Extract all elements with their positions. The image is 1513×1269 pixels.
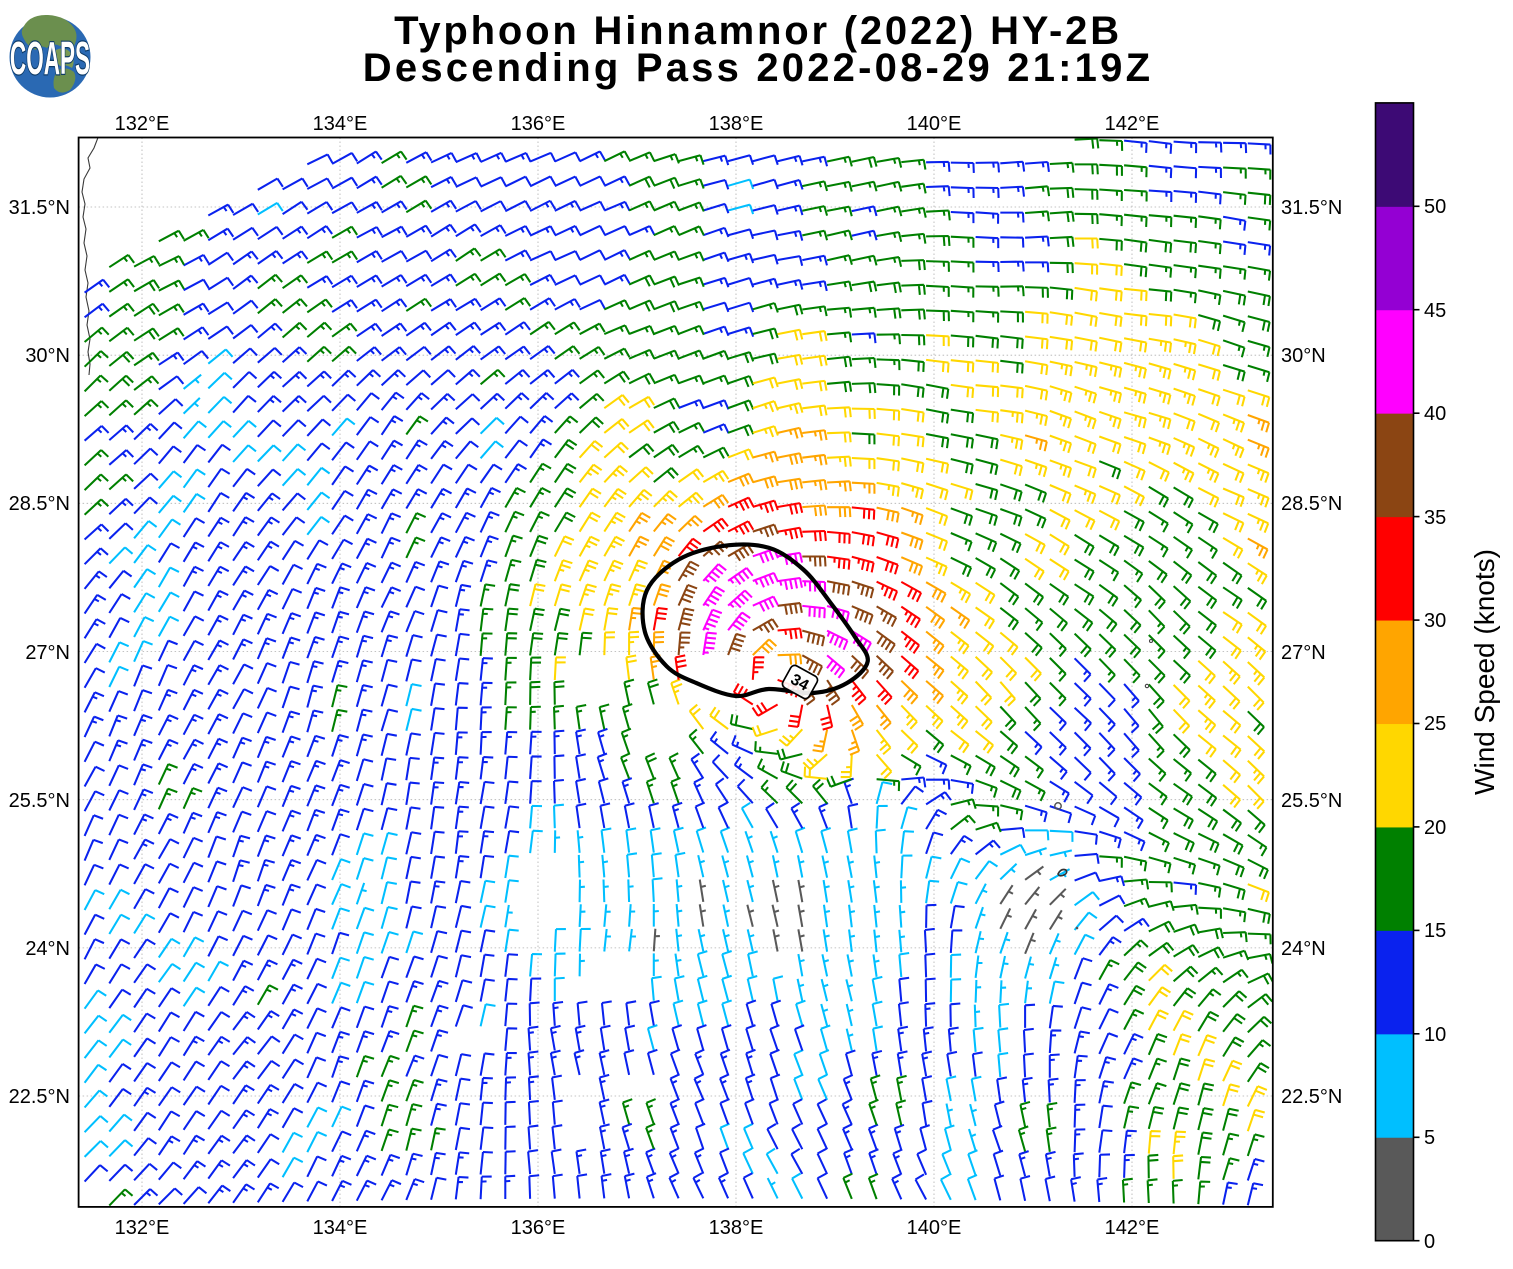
svg-text:50: 50 [1424, 196, 1446, 218]
svg-text:10: 10 [1424, 1024, 1446, 1046]
svg-text:132°E: 132°E [115, 1217, 170, 1239]
svg-text:138°E: 138°E [709, 1217, 764, 1239]
svg-text:27°N: 27°N [25, 642, 70, 664]
svg-text:25.5°N: 25.5°N [9, 790, 70, 812]
svg-text:31.5°N: 31.5°N [9, 197, 70, 219]
svg-text:136°E: 136°E [511, 1217, 566, 1239]
svg-text:0: 0 [1424, 1231, 1435, 1253]
svg-text:30°N: 30°N [25, 345, 70, 367]
svg-text:28.5°N: 28.5°N [9, 493, 70, 515]
svg-text:Descending Pass 2022-08-29 21:: Descending Pass 2022-08-29 21:19Z [363, 46, 1153, 90]
svg-text:28.5°N: 28.5°N [1281, 493, 1342, 515]
svg-text:COAPS: COAPS [10, 32, 90, 84]
svg-text:45: 45 [1424, 300, 1446, 322]
svg-text:Wind Speed (knots): Wind Speed (knots) [1469, 549, 1500, 795]
svg-text:34: 34 [788, 671, 812, 695]
svg-text:138°E: 138°E [709, 113, 764, 135]
svg-text:140°E: 140°E [907, 1217, 962, 1239]
svg-text:22.5°N: 22.5°N [9, 1086, 70, 1108]
svg-text:142°E: 142°E [1105, 113, 1160, 135]
svg-text:20: 20 [1424, 817, 1446, 839]
svg-text:134°E: 134°E [313, 113, 368, 135]
svg-text:5: 5 [1424, 1127, 1435, 1149]
svg-text:25.5°N: 25.5°N [1281, 790, 1342, 812]
svg-text:31.5°N: 31.5°N [1281, 197, 1342, 219]
svg-text:140°E: 140°E [907, 113, 962, 135]
svg-text:22.5°N: 22.5°N [1281, 1086, 1342, 1108]
svg-text:30°N: 30°N [1281, 345, 1326, 367]
svg-text:25: 25 [1424, 713, 1446, 735]
svg-text:40: 40 [1424, 403, 1446, 425]
svg-text:35: 35 [1424, 507, 1446, 529]
svg-text:30: 30 [1424, 610, 1446, 632]
svg-text:15: 15 [1424, 920, 1446, 942]
svg-text:24°N: 24°N [1281, 938, 1326, 960]
svg-text:27°N: 27°N [1281, 642, 1326, 664]
svg-text:24°N: 24°N [25, 938, 70, 960]
svg-text:132°E: 132°E [115, 113, 170, 135]
svg-text:134°E: 134°E [313, 1217, 368, 1239]
svg-text:142°E: 142°E [1105, 1217, 1160, 1239]
svg-text:136°E: 136°E [511, 113, 566, 135]
svg-text:Typhoon Hinnamnor (2022) HY-2B: Typhoon Hinnamnor (2022) HY-2B [394, 9, 1122, 53]
